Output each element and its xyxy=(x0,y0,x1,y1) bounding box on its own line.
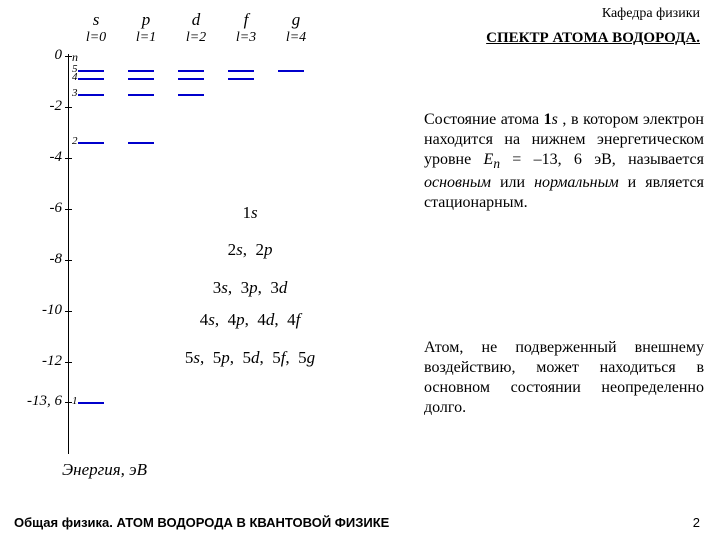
y-tick: -8 xyxy=(10,251,62,268)
col-subheader: l=0 xyxy=(77,30,115,46)
col-header: d xyxy=(181,10,211,30)
energy-level xyxy=(178,70,204,72)
y-tick: -6 xyxy=(10,200,62,217)
n-label: 2 xyxy=(72,135,78,147)
col-header: p xyxy=(131,10,161,30)
page-title: СПЕКТР АТОМА ВОДОРОДА. xyxy=(486,30,700,47)
energy-level xyxy=(128,78,154,80)
paragraph-1: Состояние атома 1s , в котором электрон … xyxy=(424,110,704,213)
paragraph-2: Атом, не подверженный внешнему воздейств… xyxy=(424,338,704,418)
energy-level xyxy=(78,402,104,404)
col-subheader: l=2 xyxy=(177,30,215,46)
y-tick: -10 xyxy=(10,302,62,319)
energy-level xyxy=(78,142,104,144)
state-label: 1s xyxy=(140,203,360,223)
col-header: g xyxy=(281,10,311,30)
col-subheader: l=3 xyxy=(227,30,265,46)
energy-level xyxy=(128,142,154,144)
state-label: 5s, 5p, 5d, 5f, 5g xyxy=(140,348,360,368)
energy-level xyxy=(78,94,104,96)
state-label: 2s, 2p xyxy=(140,240,360,260)
n-label: 4 xyxy=(72,71,78,83)
n-label: 3 xyxy=(72,87,78,99)
state-label: 4s, 4p, 4d, 4f xyxy=(140,310,360,330)
footer-text: Общая физика. АТОМ ВОДОРОДА В КВАНТОВОЙ … xyxy=(14,515,389,530)
page-number: 2 xyxy=(693,515,700,530)
energy-level xyxy=(128,94,154,96)
col-header: f xyxy=(231,10,261,30)
col-subheader: l=4 xyxy=(277,30,315,46)
energy-level xyxy=(178,78,204,80)
energy-level xyxy=(128,70,154,72)
energy-diagram: 0-2-4-6-8-10-12-13, 6 Энергия, эВ sl=0pl… xyxy=(10,8,400,468)
col-subheader: l=1 xyxy=(127,30,165,46)
y-tick: -13, 6 xyxy=(10,393,62,410)
col-header: s xyxy=(81,10,111,30)
y-tick: -4 xyxy=(10,149,62,166)
energy-level xyxy=(78,78,104,80)
y-axis-label: Энергия, эВ xyxy=(62,460,147,480)
state-label: 3s, 3p, 3d xyxy=(140,278,360,298)
energy-level xyxy=(228,70,254,72)
dept-header: Кафедра физики xyxy=(602,6,700,22)
y-tick: -12 xyxy=(10,353,62,370)
energy-level xyxy=(278,70,304,72)
energy-level xyxy=(228,78,254,80)
n-label: 1 xyxy=(72,395,78,407)
energy-level xyxy=(78,70,104,72)
energy-level xyxy=(178,94,204,96)
y-tick: -2 xyxy=(10,98,62,115)
y-axis xyxy=(68,54,69,454)
y-tick: 0 xyxy=(10,47,62,64)
